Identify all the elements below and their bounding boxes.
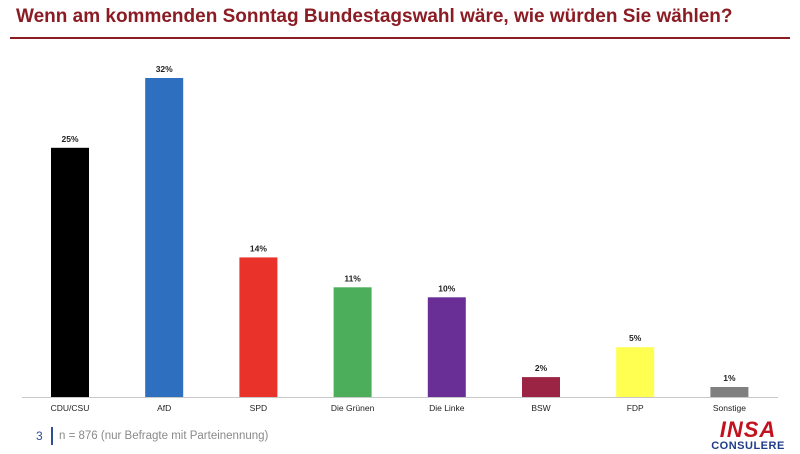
bar-sonstige <box>710 387 749 397</box>
data-label: 1% <box>723 373 736 383</box>
category-label: FDP <box>627 403 644 413</box>
title-divider <box>10 37 790 39</box>
data-label: 25% <box>61 134 78 144</box>
page-number: 3 <box>36 429 43 443</box>
data-label: 14% <box>250 243 267 253</box>
category-label: SPD <box>250 403 267 413</box>
bar-bsw <box>522 377 560 397</box>
category-label: Die Grünen <box>331 403 375 413</box>
insa-logo: INSA CONSULERE <box>706 417 790 453</box>
category-label: Die Linke <box>429 403 465 413</box>
data-label: 2% <box>535 363 548 373</box>
category-label: BSW <box>531 403 550 413</box>
bar-die-grünen <box>333 287 372 397</box>
category-label: CDU/CSU <box>51 403 90 413</box>
data-label: 10% <box>438 283 455 293</box>
category-label: Sonstige <box>713 403 746 413</box>
footer-divider <box>51 427 53 445</box>
logo-sub-text: CONSULERE <box>711 440 785 452</box>
bar-fdp <box>616 347 655 397</box>
bar-afd <box>145 78 184 397</box>
bar-cdu-csu <box>51 147 89 397</box>
bar-die-linke <box>427 297 466 397</box>
sample-size-note: n = 876 (nur Befragte mit Parteinennung) <box>59 430 269 442</box>
bar-spd <box>239 257 278 397</box>
data-label: 11% <box>344 273 361 283</box>
page-title: Wenn am kommenden Sonntag Bundestagswahl… <box>16 6 733 27</box>
data-label: 32% <box>156 64 173 74</box>
logo-main-text: INSA <box>719 417 777 442</box>
data-label: 5% <box>629 333 642 343</box>
category-label: AfD <box>157 403 171 413</box>
